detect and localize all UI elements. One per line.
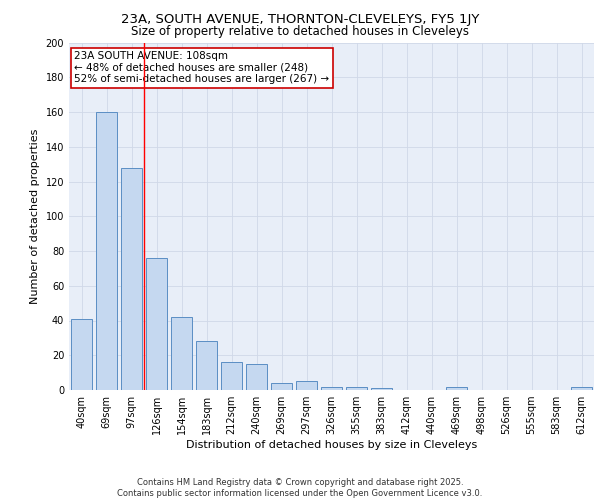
Bar <box>571 386 592 390</box>
Bar <box>446 386 467 390</box>
Bar <box>121 168 142 390</box>
Bar <box>96 112 117 390</box>
Bar <box>346 386 367 390</box>
Bar <box>171 317 192 390</box>
Bar <box>221 362 242 390</box>
X-axis label: Distribution of detached houses by size in Cleveleys: Distribution of detached houses by size … <box>186 440 477 450</box>
Y-axis label: Number of detached properties: Number of detached properties <box>30 128 40 304</box>
Text: Contains HM Land Registry data © Crown copyright and database right 2025.
Contai: Contains HM Land Registry data © Crown c… <box>118 478 482 498</box>
Bar <box>296 382 317 390</box>
Bar <box>321 386 342 390</box>
Bar <box>246 364 267 390</box>
Text: 23A SOUTH AVENUE: 108sqm
← 48% of detached houses are smaller (248)
52% of semi-: 23A SOUTH AVENUE: 108sqm ← 48% of detach… <box>74 51 329 84</box>
Bar <box>196 342 217 390</box>
Text: Size of property relative to detached houses in Cleveleys: Size of property relative to detached ho… <box>131 25 469 38</box>
Bar <box>271 383 292 390</box>
Text: 23A, SOUTH AVENUE, THORNTON-CLEVELEYS, FY5 1JY: 23A, SOUTH AVENUE, THORNTON-CLEVELEYS, F… <box>121 12 479 26</box>
Bar <box>371 388 392 390</box>
Bar <box>71 319 92 390</box>
Bar <box>146 258 167 390</box>
